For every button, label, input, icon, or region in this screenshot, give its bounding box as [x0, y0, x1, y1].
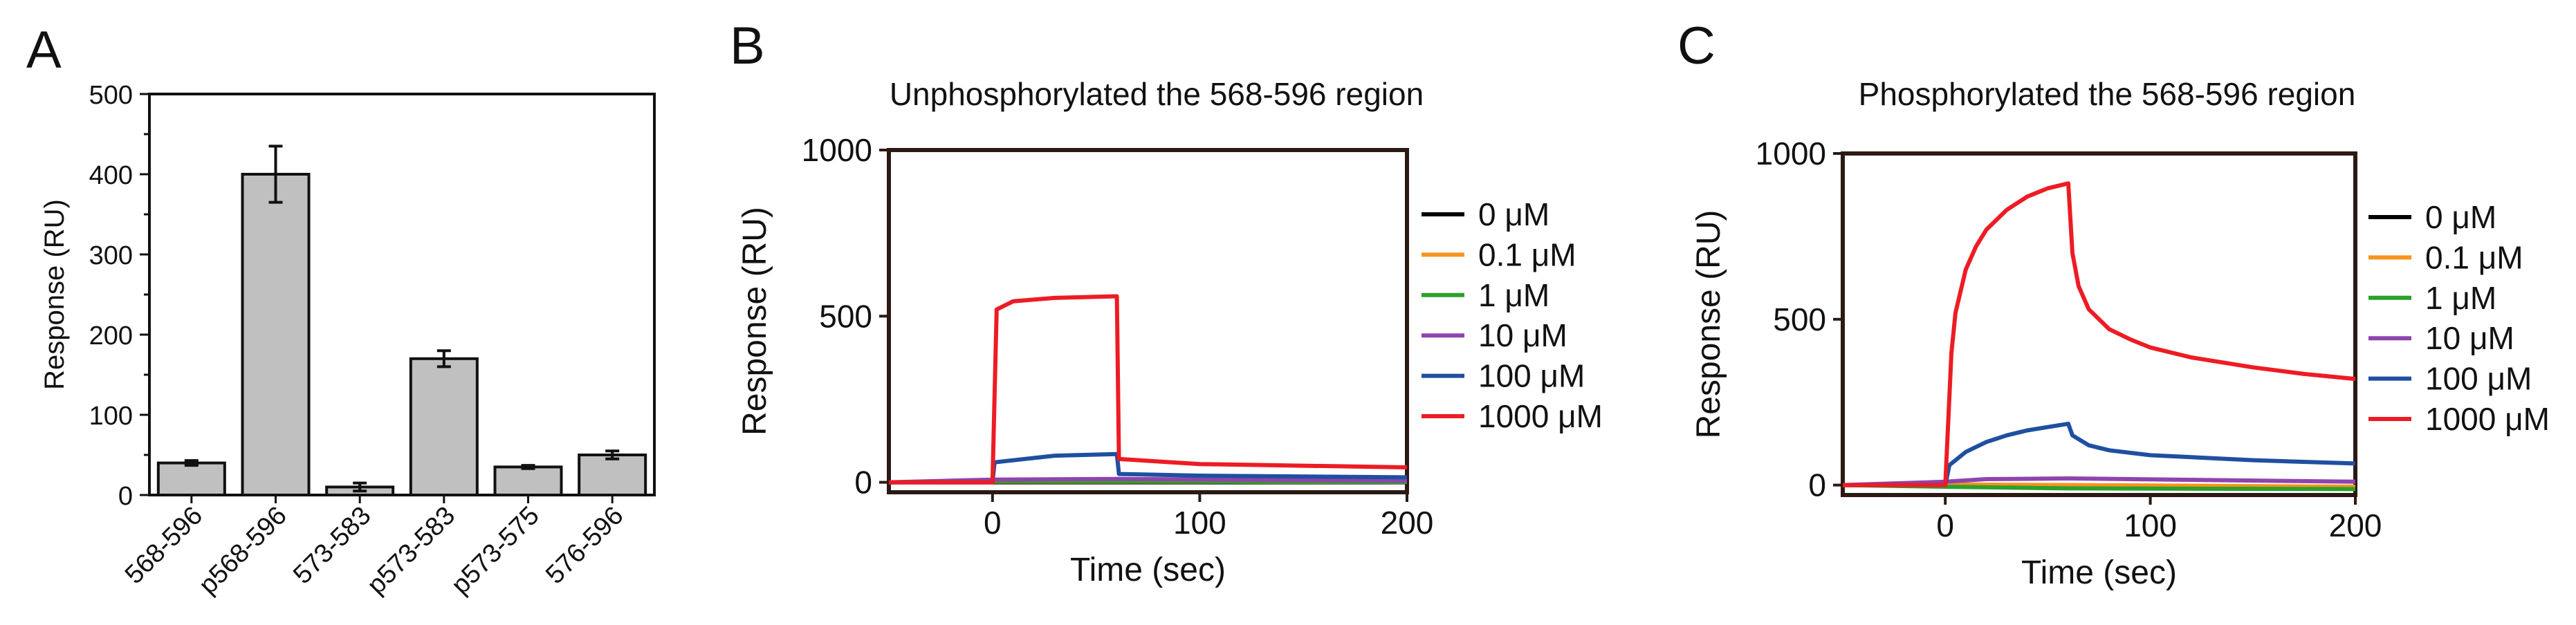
- x-tick-label: 0: [1936, 507, 1954, 543]
- y-tick-label: 500: [819, 298, 872, 334]
- panel-letter-a: A: [26, 21, 62, 80]
- bar: [156, 461, 226, 496]
- line-chart-c: 0 100 200 0 500 1000 Time (sec) Response (RU) 0 …: [1691, 136, 2550, 591]
- y-tick-label: 0: [118, 482, 133, 511]
- bar: [241, 173, 311, 496]
- bar-chart-a: 0 100 200 300 400 500 Response (RU) 568-596p568…: [39, 81, 656, 600]
- y-tick-label: 100: [89, 402, 133, 431]
- legend-label: 0.1 μM: [2425, 239, 2523, 275]
- legend-label: 10 μM: [1478, 317, 1567, 353]
- legend-label: 1 μM: [2425, 280, 2496, 316]
- x-tick-label: 100: [1173, 505, 1226, 541]
- y-tick-label: 200: [89, 321, 133, 351]
- bar: [578, 454, 647, 496]
- panel-b-title: Unphosphorylated the 568-596 region: [890, 76, 1424, 112]
- x-tick-label: 573-583: [288, 501, 376, 590]
- x-tick-label: p568-596: [194, 501, 293, 600]
- legend-label: 0 μM: [1478, 196, 1549, 232]
- y-tick-label: 400: [89, 161, 133, 190]
- line-chart-b: 0 100 200 0 500 1000 Time (sec) Response (RU) 0 …: [737, 132, 1603, 588]
- legend-label: 1000 μM: [1478, 398, 1603, 434]
- y-axis-label: Response (RU): [737, 207, 773, 436]
- x-tick-label: 200: [2329, 507, 2382, 543]
- series-line: [1843, 421, 2356, 487]
- panel-c-title: Phosphorylated the 568-596 region: [1859, 76, 2356, 112]
- y-tick-label: 500: [1773, 301, 1826, 337]
- series-line: [889, 294, 1408, 485]
- x-tick-label: 576-596: [540, 501, 629, 590]
- y-tick-label: 0: [1808, 467, 1826, 503]
- y-tick-label: 500: [89, 81, 133, 110]
- legend-label: 1 μM: [1478, 277, 1549, 313]
- legend-label: 1000 μM: [2425, 401, 2550, 437]
- panel-letter-c: C: [1677, 17, 1715, 75]
- y-tick-label: 300: [89, 241, 133, 270]
- series-line: [1843, 181, 2356, 487]
- x-tick-label: p573-575: [446, 501, 545, 600]
- legend-label: 0.1 μM: [1478, 236, 1576, 272]
- x-tick-label: 0: [984, 505, 1002, 541]
- legend-label: 100 μM: [2425, 361, 2532, 397]
- y-tick-label: 0: [854, 465, 872, 501]
- y-tick-label: 1000: [802, 132, 872, 168]
- x-tick-label: p573-583: [362, 501, 461, 600]
- y-axis-label: Response (RU): [39, 199, 70, 390]
- legend-label: 10 μM: [2425, 320, 2514, 356]
- series-line: [1842, 476, 2356, 487]
- x-axis-label: Time (sec): [2021, 554, 2177, 591]
- plot-frame: [148, 93, 656, 496]
- legend-label: 100 μM: [1478, 358, 1585, 394]
- plot-frame: [1841, 151, 2357, 497]
- x-tick-label: 200: [1381, 505, 1434, 541]
- bar: [409, 357, 479, 496]
- panel-letter-b: B: [730, 17, 765, 75]
- y-tick-label: 1000: [1756, 136, 1826, 171]
- plot-frame: [887, 148, 1409, 494]
- x-tick-label: 568-596: [120, 501, 208, 590]
- y-axis-label: Response (RU): [1691, 210, 1727, 439]
- legend-label: 0 μM: [2425, 199, 2496, 235]
- bar: [493, 465, 563, 497]
- x-axis-label: Time (sec): [1070, 552, 1226, 588]
- x-tick-label: 100: [2124, 507, 2177, 543]
